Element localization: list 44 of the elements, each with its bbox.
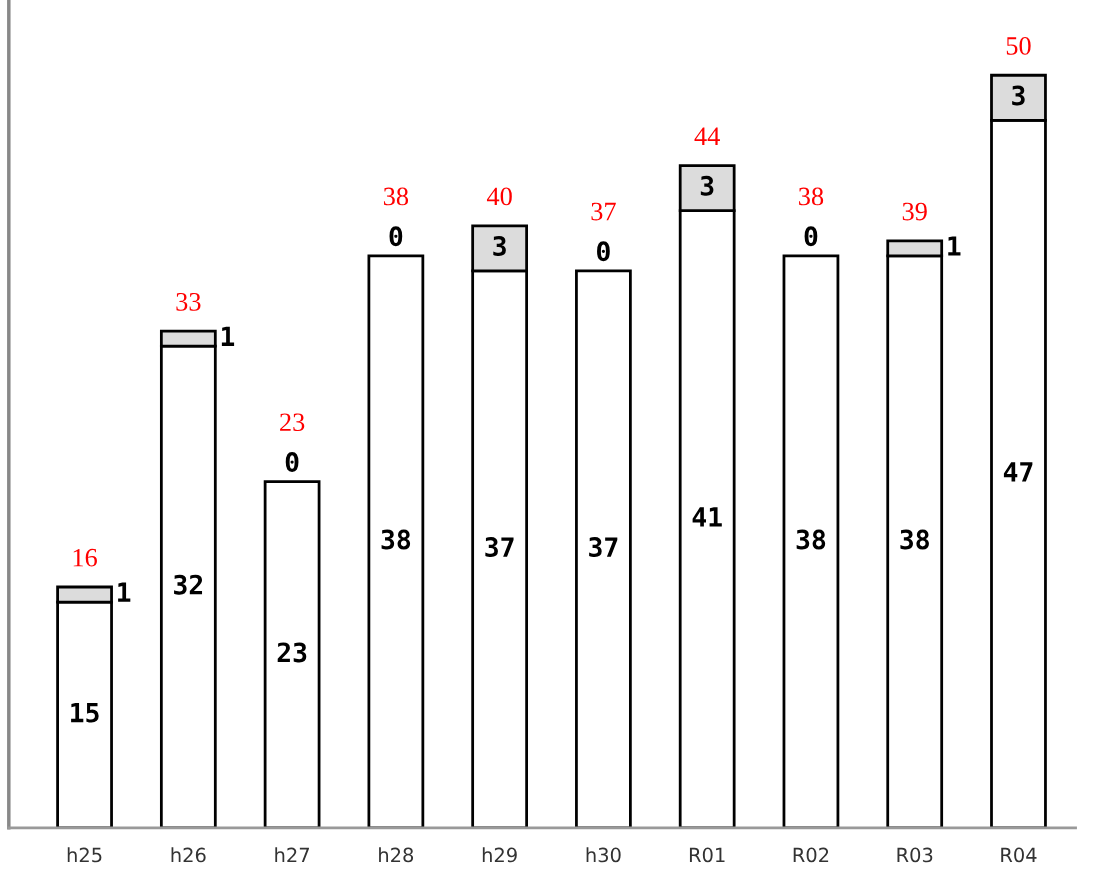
bar — [263, 480, 321, 828]
data-label: 3 — [493, 236, 506, 256]
data-label: 0 — [389, 226, 403, 247]
data-label: 15 — [71, 702, 99, 723]
total-label: 16 — [73, 548, 97, 567]
bar — [367, 254, 425, 828]
data-label: 37 — [589, 537, 618, 558]
total-label: 50 — [1006, 37, 1031, 55]
total-label: 39 — [902, 202, 927, 221]
x-tick-label: R04 — [1001, 847, 1037, 863]
total-label: 38 — [383, 187, 409, 206]
data-label: 0 — [804, 226, 818, 247]
bar — [782, 254, 840, 828]
data-label: 1 — [221, 326, 235, 346]
x-tick-label: R01 — [689, 847, 725, 863]
total-label: 33 — [176, 292, 201, 311]
data-label: 23 — [277, 642, 307, 663]
data-label: 0 — [285, 452, 299, 473]
total-label: 37 — [591, 202, 616, 221]
x-tick-label: h27 — [275, 847, 309, 863]
data-label: 0 — [597, 241, 610, 262]
x-tick-label: R02 — [793, 847, 829, 863]
total-label: 44 — [694, 127, 720, 145]
total-label: 23 — [280, 413, 305, 432]
data-label: 3 — [700, 175, 714, 196]
data-label: 1 — [118, 582, 131, 602]
data-label: 41 — [692, 507, 722, 527]
x-tick-label: h25 — [67, 847, 102, 863]
total-label: 40 — [486, 187, 512, 206]
x-tick-label: h28 — [379, 847, 414, 863]
data-label: 3 — [1012, 85, 1025, 106]
bar — [575, 269, 632, 828]
x-tick-label: h30 — [586, 847, 621, 863]
x-tick-label: h29 — [482, 847, 517, 863]
data-label: 32 — [174, 574, 203, 595]
data-label: 38 — [796, 529, 826, 550]
data-label: 38 — [900, 529, 929, 550]
data-label: 47 — [1003, 462, 1033, 482]
data-label: 1 — [948, 236, 961, 256]
total-label: 38 — [799, 187, 824, 206]
data-label: 37 — [485, 537, 514, 558]
data-label: 38 — [381, 529, 411, 550]
x-tick-label: R03 — [897, 847, 933, 863]
x-tick-label: h26 — [171, 847, 206, 863]
